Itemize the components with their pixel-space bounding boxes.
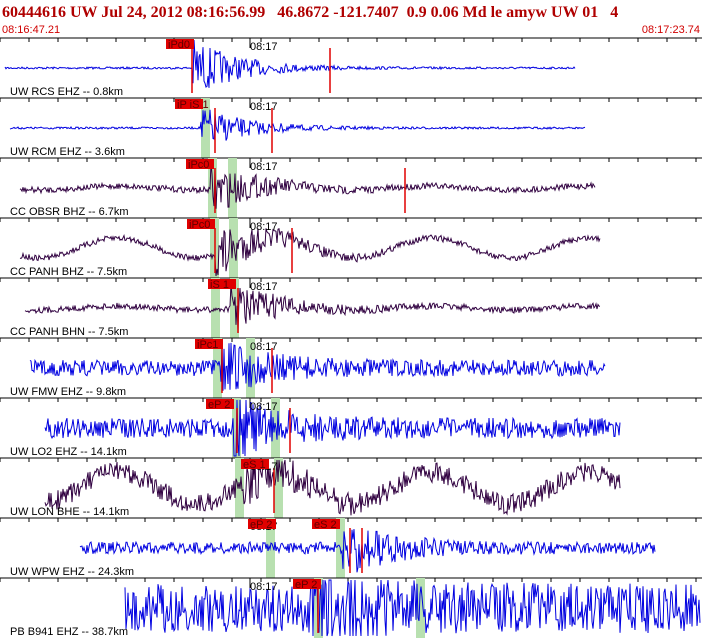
pick-label: iP iS 1 bbox=[177, 99, 209, 111]
minute-label: 08:17 bbox=[250, 41, 278, 53]
pick-flag bbox=[248, 519, 276, 529]
pick-label: eS 2 bbox=[314, 519, 337, 531]
pick-flag bbox=[206, 399, 234, 409]
waveform bbox=[19, 227, 601, 277]
waveform bbox=[29, 342, 606, 391]
minute-label: 08:17 bbox=[250, 341, 278, 353]
station-label: UW LO2 EHZ -- 14.1km bbox=[10, 446, 127, 458]
pick-window bbox=[229, 218, 238, 278]
pick-label: eP 2 bbox=[208, 399, 230, 411]
minute-label: 08:17 bbox=[250, 281, 278, 293]
pick-label: iPc0 bbox=[189, 219, 210, 231]
station-label: UW FMW EHZ -- 9.8km bbox=[10, 386, 126, 398]
pick-flag bbox=[241, 459, 269, 469]
station-label: PB B941 EHZ -- 38.7km bbox=[10, 626, 128, 638]
waveform bbox=[44, 459, 621, 516]
traces: 08:17 iPd0 UW RCS EHZ -- 0.8km 08:17 iP iS 1… bbox=[0, 37, 702, 638]
waveform bbox=[4, 39, 576, 88]
pick-label: eP 2 bbox=[295, 579, 317, 591]
waveform bbox=[19, 163, 596, 209]
pick-window bbox=[213, 338, 222, 398]
pick-flag bbox=[166, 39, 194, 49]
station-label: CC PANH BHZ -- 7.5km bbox=[10, 266, 127, 278]
minute-label: 08:17 bbox=[250, 161, 278, 173]
minute-label: 08:17 bbox=[250, 581, 278, 593]
start-time: 08:16:47.21 bbox=[2, 24, 60, 36]
pick-label: iPd0 bbox=[168, 39, 190, 51]
pick-flag bbox=[312, 519, 340, 529]
station-label: CC PANH BHN -- 7.5km bbox=[10, 326, 128, 338]
pick-flag bbox=[195, 339, 223, 349]
minute-label: 08:17 bbox=[250, 101, 278, 113]
pick-flag bbox=[293, 579, 321, 589]
waveform bbox=[79, 529, 656, 573]
pick-window bbox=[201, 98, 210, 158]
pick-label: eP 2 bbox=[250, 519, 272, 531]
pick-window bbox=[416, 578, 425, 638]
station-label: UW LON BHE -- 14.1km bbox=[10, 506, 129, 518]
station-label: UW RCS EHZ -- 0.8km bbox=[10, 86, 123, 98]
minute-label: 08:17 bbox=[250, 221, 278, 233]
waveform bbox=[24, 284, 601, 331]
end-time: 08:17:23.74 bbox=[642, 24, 700, 36]
event-title: 60444616 UW Jul 24, 2012 08:16:56.99 46.… bbox=[2, 4, 618, 21]
pick-window bbox=[230, 278, 239, 338]
waveform bbox=[9, 109, 586, 141]
minute-label: 08:17 bbox=[250, 401, 278, 413]
station-label: UW RCM EHZ -- 3.6km bbox=[10, 146, 125, 158]
pick-flag bbox=[208, 279, 236, 289]
pick-label: iPc0 bbox=[188, 159, 209, 171]
waveform bbox=[124, 579, 701, 637]
pick-label: eS 1 bbox=[243, 459, 266, 471]
pick-window bbox=[228, 158, 237, 218]
pick-label: iS 1 bbox=[210, 279, 229, 291]
station-label: CC OBSR BHZ -- 6.7km bbox=[10, 206, 129, 218]
pick-window bbox=[274, 458, 283, 518]
pick-window bbox=[211, 278, 220, 338]
station-label: UW WPW EHZ -- 24.3km bbox=[10, 566, 134, 578]
pick-flag bbox=[175, 99, 203, 109]
pick-flag bbox=[187, 219, 215, 229]
pick-flag bbox=[186, 159, 214, 169]
waveform bbox=[44, 399, 621, 457]
pick-label: iPc1 bbox=[197, 339, 218, 351]
